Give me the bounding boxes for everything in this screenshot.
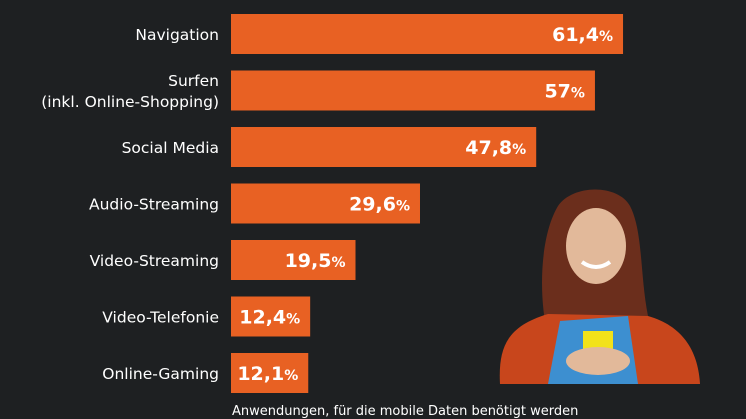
smile xyxy=(580,260,612,269)
bar-4 xyxy=(231,240,356,280)
value-label: 61,4% xyxy=(552,24,613,46)
category-label: Audio-Streaming xyxy=(89,196,219,214)
value-label: 47,8% xyxy=(465,137,526,159)
chart-caption: Anwendungen, für die mobile Daten benöti… xyxy=(232,404,579,419)
value-label: 12,1% xyxy=(237,363,298,385)
category-label: Navigation xyxy=(135,26,219,44)
woman-with-smartphone-illustration xyxy=(499,189,700,384)
bar-1 xyxy=(231,70,595,111)
category-label: Video-Streaming xyxy=(90,252,219,270)
bar-2 xyxy=(231,127,537,167)
category-label: Social Media xyxy=(122,139,219,157)
category-label: Online-Gaming xyxy=(102,365,219,383)
value-label: 19,5% xyxy=(285,250,346,272)
face xyxy=(566,208,626,284)
bar-3 xyxy=(231,183,420,224)
bar-5 xyxy=(231,296,311,337)
bar-0 xyxy=(231,14,624,54)
value-label: 29,6% xyxy=(349,194,410,216)
bar-6 xyxy=(231,353,309,393)
category-label: Video-Telefonie xyxy=(102,309,219,327)
value-label: 57% xyxy=(544,81,584,103)
category-label: Surfen xyxy=(168,72,219,90)
value-label: 12,4% xyxy=(239,307,300,329)
category-label: (inkl. Online-Shopping) xyxy=(41,93,219,111)
hands xyxy=(566,347,630,375)
